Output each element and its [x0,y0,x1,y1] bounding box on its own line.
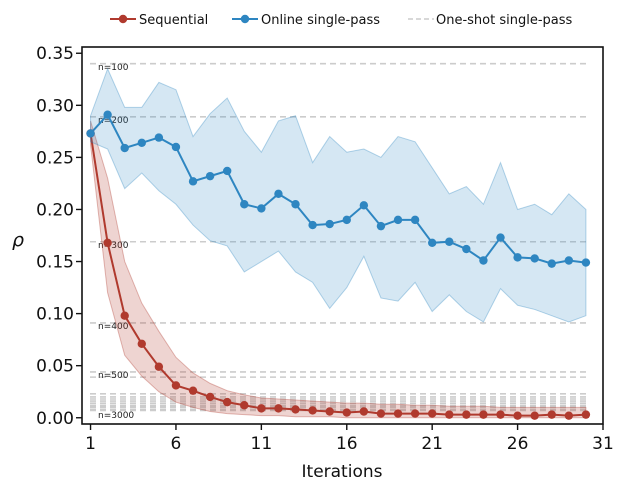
online-single-pass-point-27 [530,254,539,263]
sequential-point-13 [291,405,300,414]
sequential-point-18 [376,409,386,418]
sequential-point-20 [410,409,420,418]
online-single-pass-point-9 [222,166,232,176]
y-tick-label-0: 0.00 [36,409,74,429]
sequential-point-12 [274,404,283,413]
online-single-pass-point-5 [154,133,164,142]
online-single-pass-point-1 [86,129,95,138]
sequential-point-3 [120,311,129,320]
online-single-pass-point-14 [308,220,317,230]
sequential-point-16 [342,408,351,417]
online-single-pass-point-3 [120,143,129,153]
online-single-pass-point-7 [188,177,198,186]
legend-oneshot-label: One-shot single-pass [436,13,573,28]
x-tick-label-31: 31 [592,434,614,454]
sequential-point-23 [462,410,471,419]
legend-online-marker [240,14,250,24]
online-single-pass-point-11 [257,204,266,213]
legend-online-label: Online single-pass [261,13,380,28]
online-single-pass-point-25 [496,233,505,242]
sequential-point-27 [530,411,539,420]
sequential-point-19 [393,409,403,418]
y-tick-label-7: 0.35 [36,44,74,64]
online-single-pass-point-18 [376,221,386,231]
reference-label-4: n=500 [98,371,129,381]
online-single-pass-point-17 [359,201,369,210]
sequential-point-4 [137,339,146,349]
online-single-pass-point-22 [445,237,454,246]
online-single-pass-point-24 [479,256,488,265]
x-tick-label-21: 21 [421,434,443,454]
sequential-point-21 [427,409,437,418]
sequential-point-11 [257,404,266,413]
sequential-point-6 [171,381,181,390]
y-tick-label-6: 0.30 [36,96,74,116]
sequential-point-10 [240,401,249,410]
sequential-point-29 [564,411,574,420]
sequential-point-9 [222,397,232,407]
online-single-pass-point-10 [240,200,249,209]
sequential-point-14 [308,406,317,415]
online-single-pass-point-16 [342,215,351,225]
sequential-point-8 [205,392,215,402]
online-single-pass-point-30 [581,258,591,267]
legend-sequential-label: Sequential [139,13,208,28]
x-tick-label-16: 16 [336,434,358,454]
reference-label-5: n=3000 [98,411,134,421]
reference-label-1: n=200 [98,116,129,126]
sequential-point-17 [359,407,369,416]
sequential-point-28 [547,410,556,419]
y-tick-label-3: 0.15 [36,253,74,273]
x-tick-label-6: 6 [171,434,182,454]
x-axis-title: Iterations [302,462,383,482]
online-single-pass-point-29 [564,256,574,265]
online-single-pass-point-6 [171,142,181,152]
sequential-point-5 [154,362,164,371]
sequential-point-15 [325,407,334,416]
sequential-point-30 [581,410,591,419]
online-single-pass-point-23 [462,244,471,254]
online-single-pass-point-13 [291,200,300,209]
legend-sequential-marker [118,14,128,24]
plot-frame [81,46,604,425]
legend: Sequential Online single-pass One-shot s… [110,13,573,28]
x-tick-label-26: 26 [507,434,529,454]
online-single-pass-point-12 [274,189,283,199]
sequential-point-24 [479,410,488,419]
sequential-point-26 [513,411,522,420]
online-single-pass-point-20 [410,215,420,225]
online-single-pass-point-21 [427,238,437,247]
x-tick-label-1: 1 [85,434,96,454]
y-tick-label-2: 0.10 [36,305,74,325]
sequential-point-2 [103,238,112,247]
sequential-point-25 [496,410,505,419]
online-single-pass-point-8 [205,171,215,181]
online-single-pass-confidence-band [90,67,587,323]
reference-label-0: n=100 [98,63,129,73]
online-single-pass-point-19 [393,215,403,225]
online-single-pass-point-15 [325,219,334,229]
y-tick-label-5: 0.25 [36,148,74,168]
x-tick-label-11: 11 [251,434,273,454]
y-tick-label-4: 0.20 [36,200,74,220]
online-single-pass-point-4 [137,138,146,148]
online-single-pass-point-26 [513,253,522,262]
reference-label-2: n=300 [98,241,129,251]
sequential-point-7 [188,386,198,395]
y-axis-title: ρ [12,229,24,251]
sequential-point-22 [445,410,454,419]
online-single-pass-point-28 [547,259,556,268]
y-tick-label-1: 0.05 [36,357,74,377]
reference-label-3: n=400 [98,322,129,332]
online-single-pass-point-2 [103,110,112,119]
